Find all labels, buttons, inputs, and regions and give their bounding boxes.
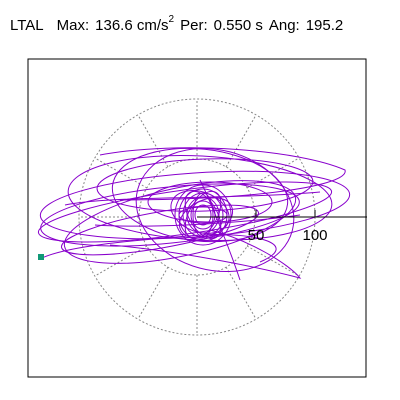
trace-segment: [41, 234, 277, 263]
trace-core-loop: [194, 204, 212, 226]
ang-label: Ang:: [268, 17, 300, 34]
trace-core-loop: [186, 196, 220, 234]
grid-spoke: [137, 114, 169, 168]
trace-loop: [96, 158, 314, 212]
trace-loop: [147, 181, 273, 223]
trace-loop: [40, 183, 300, 247]
max-unit: cm/s: [136, 17, 169, 34]
grid-spoke: [137, 266, 169, 320]
trace-segment: [94, 214, 301, 227]
ang-value: 195.2: [305, 17, 344, 34]
plot-frame: [27, 58, 367, 378]
trace-segment: [199, 179, 241, 281]
trace-core: [170, 184, 233, 246]
station-code: LTAL: [10, 17, 44, 34]
trace-loop: [37, 181, 333, 243]
max-value: 136.6: [95, 17, 133, 34]
radial-tick-label-50: 50: [248, 227, 265, 244]
max-unit-exponent: 2: [168, 14, 175, 25]
grid-spoke: [94, 245, 148, 277]
motion-trace: [37, 147, 351, 281]
trace-core-loop: [192, 192, 214, 238]
trace-core-loop: [190, 200, 216, 230]
radial-axis: [197, 210, 367, 218]
trace-start-marker: [38, 254, 44, 260]
per-value: 0.550 s: [213, 17, 263, 34]
plot-header: LTAL Max: 136.6 cm/s2 Per: 0.550 s Ang: 195.2: [10, 14, 344, 34]
trace-core-loop: [179, 197, 233, 239]
trace-segment: [64, 191, 321, 206]
trace-loop: [135, 147, 295, 273]
trace-loop: [39, 170, 351, 240]
per-label: Per:: [180, 17, 208, 34]
grid-spoke: [225, 266, 257, 320]
trace-core-loop: [178, 206, 228, 224]
trace-segment: [109, 229, 302, 279]
trace-core-loop: [174, 184, 232, 246]
max-label: Max:: [56, 17, 90, 34]
radial-tick-label-100: 100: [302, 227, 327, 244]
